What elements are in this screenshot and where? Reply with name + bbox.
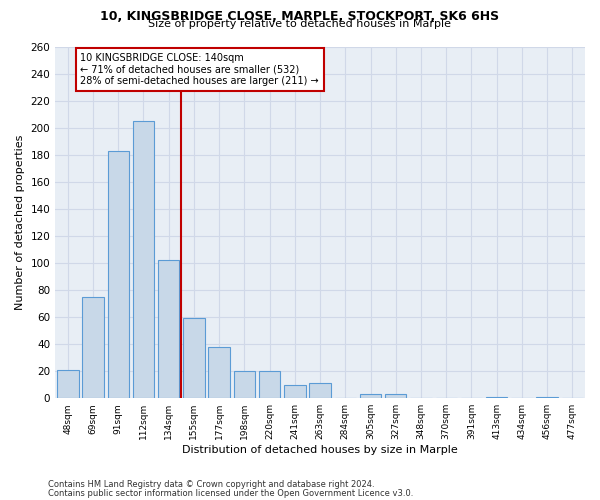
Bar: [360, 394, 381, 398]
Bar: [183, 318, 205, 398]
Bar: [536, 397, 558, 398]
Text: Contains HM Land Registry data © Crown copyright and database right 2024.: Contains HM Land Registry data © Crown c…: [48, 480, 374, 489]
Bar: [259, 371, 280, 398]
Text: Size of property relative to detached houses in Marple: Size of property relative to detached ho…: [149, 19, 452, 29]
Bar: [486, 397, 508, 398]
Bar: [310, 384, 331, 398]
Bar: [57, 370, 79, 398]
Text: 10, KINGSBRIDGE CLOSE, MARPLE, STOCKPORT, SK6 6HS: 10, KINGSBRIDGE CLOSE, MARPLE, STOCKPORT…: [100, 10, 500, 23]
Bar: [385, 394, 406, 398]
Bar: [208, 347, 230, 398]
Bar: [158, 260, 179, 398]
Y-axis label: Number of detached properties: Number of detached properties: [15, 134, 25, 310]
Bar: [284, 384, 305, 398]
Text: 10 KINGSBRIDGE CLOSE: 140sqm
← 71% of detached houses are smaller (532)
28% of s: 10 KINGSBRIDGE CLOSE: 140sqm ← 71% of de…: [80, 54, 319, 86]
Bar: [107, 150, 129, 398]
Bar: [82, 297, 104, 398]
Text: Contains public sector information licensed under the Open Government Licence v3: Contains public sector information licen…: [48, 490, 413, 498]
X-axis label: Distribution of detached houses by size in Marple: Distribution of detached houses by size …: [182, 445, 458, 455]
Bar: [233, 371, 255, 398]
Bar: [133, 121, 154, 398]
